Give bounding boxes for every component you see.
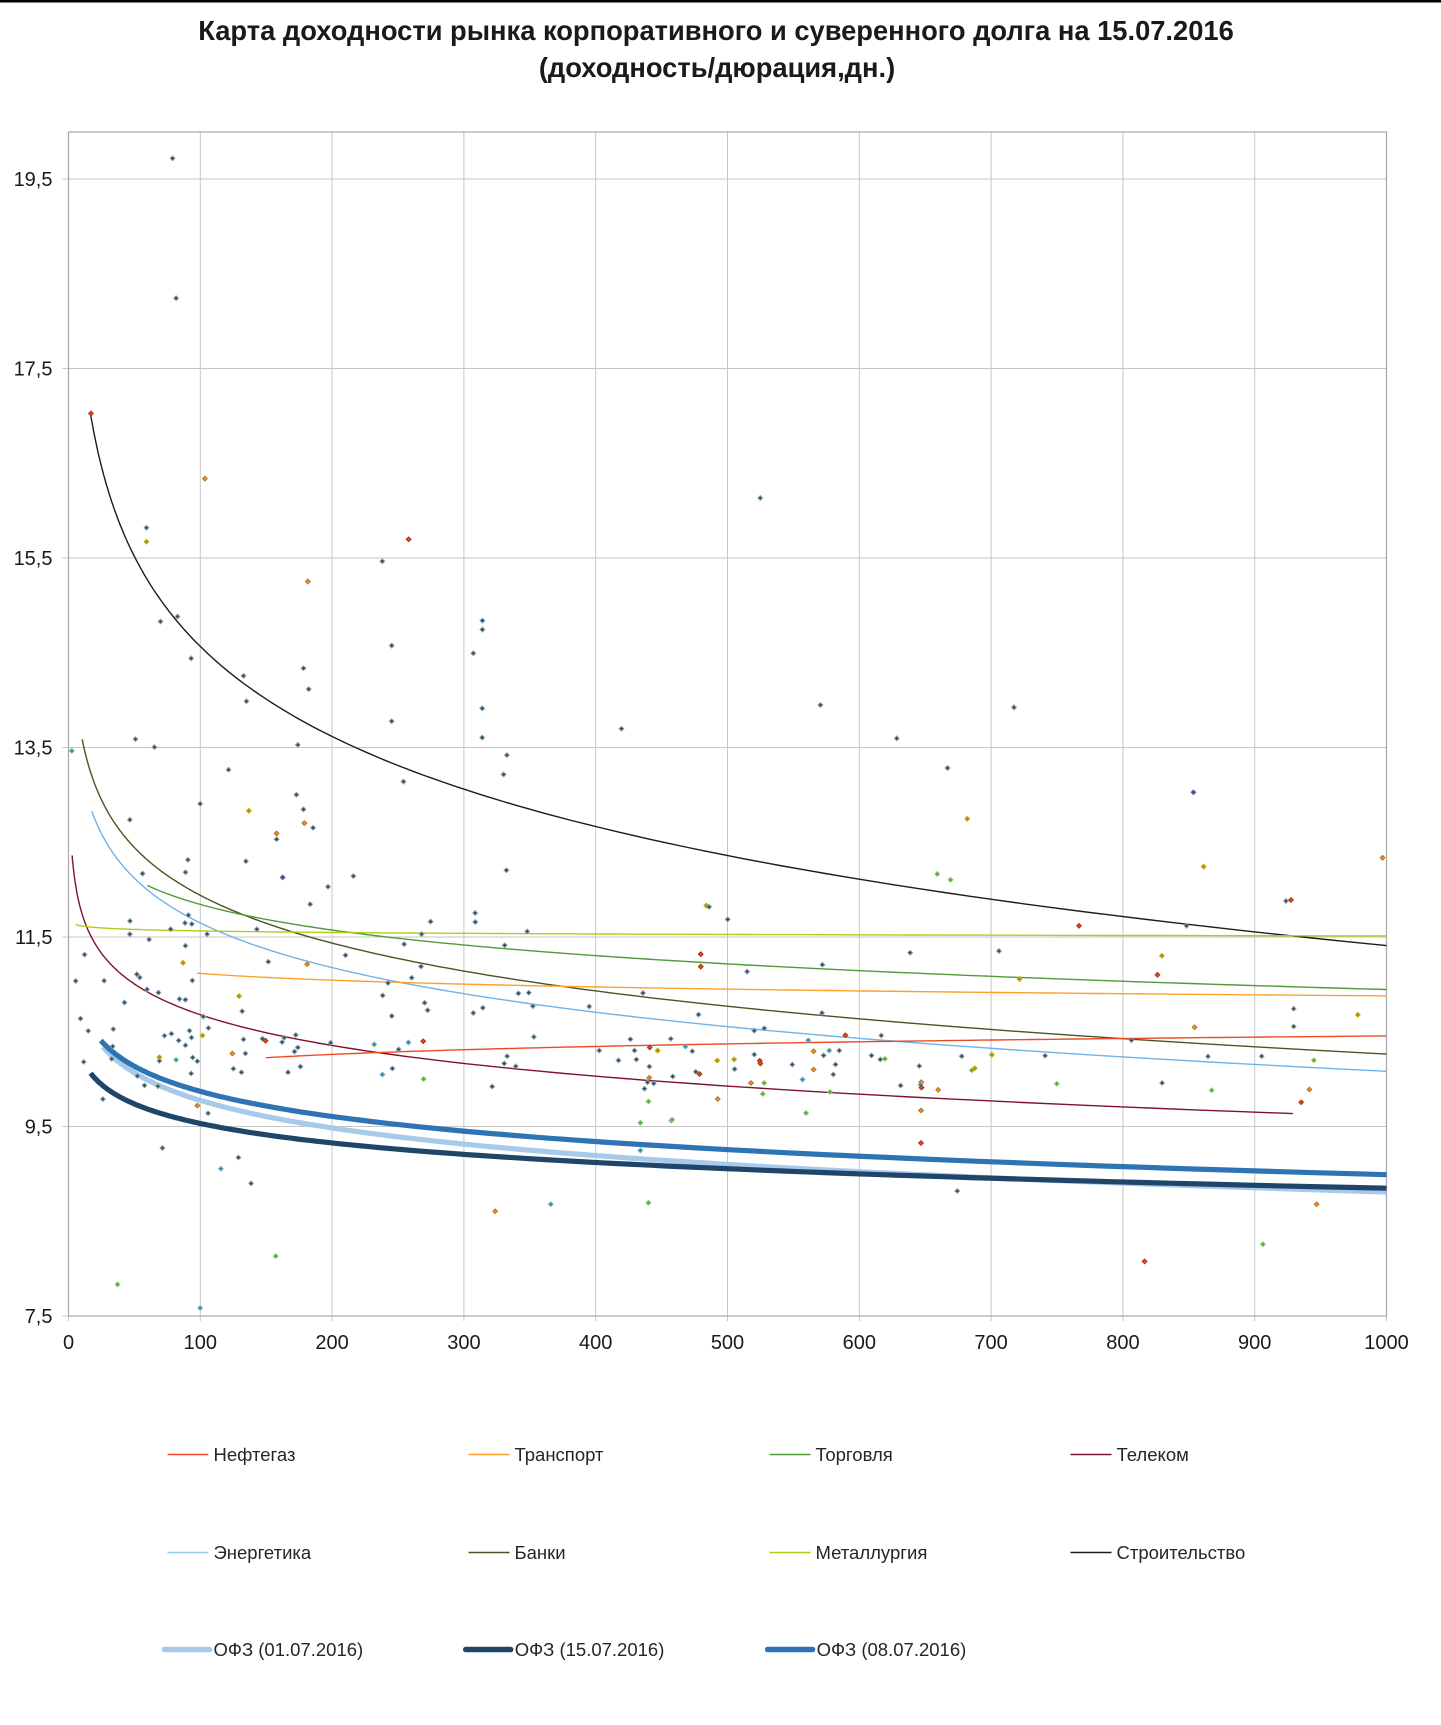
svg-text:100: 100 bbox=[184, 1332, 217, 1354]
svg-text:Телеком: Телеком bbox=[1117, 1444, 1189, 1465]
svg-text:900: 900 bbox=[1238, 1332, 1271, 1354]
svg-text:17,5: 17,5 bbox=[14, 359, 53, 381]
svg-text:600: 600 bbox=[843, 1332, 876, 1354]
svg-text:Металлургия: Металлургия bbox=[816, 1542, 928, 1563]
svg-text:Энергетика: Энергетика bbox=[214, 1542, 312, 1563]
svg-text:200: 200 bbox=[315, 1332, 348, 1354]
svg-text:Банки: Банки bbox=[515, 1542, 566, 1563]
svg-text:1000: 1000 bbox=[1364, 1332, 1409, 1354]
svg-text:Карта доходности рынка корпора: Карта доходности рынка корпоративного и … bbox=[198, 15, 1234, 46]
svg-text:ОФЗ (15.07.2016): ОФЗ (15.07.2016) bbox=[515, 1639, 665, 1660]
svg-text:7,5: 7,5 bbox=[25, 1306, 53, 1328]
svg-text:Торговля: Торговля bbox=[816, 1444, 893, 1465]
svg-text:Строительство: Строительство bbox=[1117, 1542, 1246, 1563]
svg-text:15,5: 15,5 bbox=[14, 548, 53, 570]
svg-text:13,5: 13,5 bbox=[14, 738, 53, 760]
svg-text:0: 0 bbox=[63, 1332, 74, 1354]
svg-text:700: 700 bbox=[974, 1332, 1007, 1354]
svg-text:(доходность/дюрация,дн.): (доходность/дюрация,дн.) bbox=[539, 52, 895, 83]
svg-text:19,5: 19,5 bbox=[14, 169, 53, 191]
svg-text:Нефтегаз: Нефтегаз bbox=[214, 1444, 296, 1465]
svg-text:800: 800 bbox=[1106, 1332, 1139, 1354]
svg-text:11,5: 11,5 bbox=[15, 927, 52, 949]
svg-text:400: 400 bbox=[579, 1332, 612, 1354]
svg-text:9,5: 9,5 bbox=[25, 1117, 53, 1139]
svg-text:Транспорт: Транспорт bbox=[515, 1444, 604, 1465]
svg-text:ОФЗ (08.07.2016): ОФЗ (08.07.2016) bbox=[817, 1639, 967, 1660]
svg-text:300: 300 bbox=[447, 1332, 480, 1354]
svg-text:ОФЗ (01.07.2016): ОФЗ (01.07.2016) bbox=[214, 1639, 364, 1660]
svg-text:500: 500 bbox=[711, 1332, 744, 1354]
